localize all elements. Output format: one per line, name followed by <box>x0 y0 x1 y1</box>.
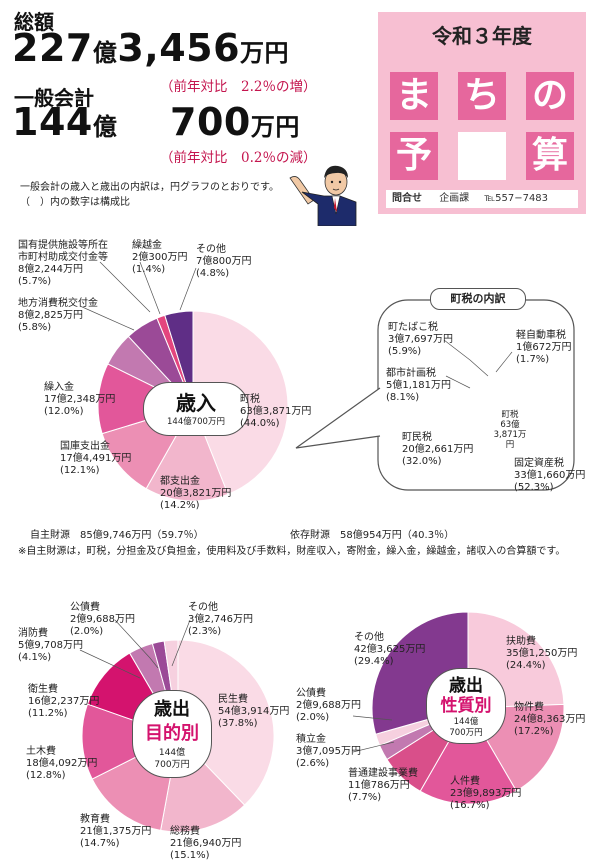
label-general-affairs: 総務費 21億6,940万円 (15.1%) <box>170 826 242 861</box>
fiscal-year: 令和３年度 <box>432 24 532 48</box>
label-town-tax: 町税 63億3,871万円 (44.0%) <box>240 394 312 429</box>
label-welfare: 民生費 54億3,914万円 (37.8%) <box>218 694 290 729</box>
label-exp1-other: その他 3億2,746万円 (2.3%) <box>188 602 253 637</box>
general-compare: （前年対比 0.2％の減） <box>160 150 317 166</box>
label-metro-grant: 都支出金 20億3,821万円 (14.2%) <box>160 476 232 511</box>
title-tile: ま <box>390 72 438 120</box>
leader-line <box>495 351 513 373</box>
dependent-revenue: 依存財源 58億954万円（40.3％） <box>290 530 455 541</box>
label-transfer: 繰入金 17億2,348万円 (12.0%) <box>44 382 116 417</box>
label-city-planning-tax: 都市計画税 5億1,181万円 (8.1%) <box>386 368 451 403</box>
exp2-center: 歳出 性質別 144億 700万円 <box>426 668 506 744</box>
inquiry-phone: ℡557−7483 <box>484 193 549 204</box>
tax-box-title: 町税の内訳 <box>430 288 526 310</box>
label-materials: 物件費 24億8,363万円 (17.2%) <box>514 702 586 737</box>
inquiry-label: 問合せ <box>392 193 422 204</box>
general-amount-man: 700万円 <box>170 100 300 144</box>
general-amount: 144億 <box>12 100 118 144</box>
own-revenue-note: ※自主財源は，町税，分担金及び負担金，使用料及び手数料，財産収入，寄附金，繰入金… <box>18 546 566 557</box>
leader-line <box>99 261 151 313</box>
total-compare: （前年対比 2.2％の増） <box>160 79 317 95</box>
label-carryover: 繰越金 2億300万円 (1.4%) <box>132 240 188 275</box>
label-exp1-debt: 公債費 2億9,688万円 (2.0%) <box>70 602 135 637</box>
leader-line <box>114 619 159 669</box>
own-revenue: 自主財源 85億9,746万円（59.7％） <box>30 530 204 541</box>
revenue-center: 歳入 144億700万円 <box>143 382 249 436</box>
label-consumption-tax: 地方消費税交付金 8億2,825万円 (5.8%) <box>18 298 98 333</box>
inquiry-strip: 問合せ 企画課 ℡557−7483 <box>386 190 578 208</box>
intro-line1: 一般会計の歳入と歳出の内訳は，円グラフのとおりです。 <box>20 182 279 193</box>
label-exp2-debt: 公債費 2億9,688万円 (2.0%) <box>296 688 361 723</box>
leader-line <box>79 305 135 331</box>
label-personnel: 人件費 23億9,893万円 (16.7%) <box>450 776 522 811</box>
title-tile: ち <box>458 72 506 120</box>
label-property-tax: 固定資産税 33億1,660万円 (52.3%) <box>514 458 586 493</box>
pie-slice-1 <box>145 404 229 502</box>
leader-line <box>443 339 489 377</box>
label-exp2-other: その他 42億3,625万円 (29.4%) <box>354 632 426 667</box>
label-resident-tax: 町民税 20億2,661万円 (32.0%) <box>402 432 474 467</box>
total-amount: 227億3,456万円 <box>12 26 290 70</box>
presenter-illustration <box>289 165 357 226</box>
title-tile: 予 <box>390 132 438 180</box>
leader-line <box>445 375 471 389</box>
label-national-grant: 国庫支出金 17億4,491万円 (12.1%) <box>60 441 132 476</box>
label-construction: 普通建設事業費 11億786万円 (7.7%) <box>348 768 418 803</box>
tax-box-pointer <box>295 387 381 449</box>
label-national-facility: 国有提供施設等所在 市町村助成交付金等 8億2,244万円 (5.7%) <box>18 240 108 287</box>
leader-line <box>352 715 393 721</box>
title-tile-blank <box>458 132 506 180</box>
title-tile: 算 <box>526 132 574 180</box>
label-rev-other: その他 7億800万円 (4.8%) <box>196 244 252 279</box>
leader-line <box>171 619 191 667</box>
leader-line <box>179 267 197 311</box>
label-fire: 消防費 5億9,708万円 (4.1%) <box>18 628 83 663</box>
pie-slice-2 <box>419 707 518 805</box>
title-tile: の <box>526 72 574 120</box>
revenue-center-title: 歳入 <box>176 391 216 415</box>
leader-line <box>79 649 141 679</box>
pie-slice-3 <box>81 703 180 780</box>
inquiry-dept: 企画課 <box>439 193 470 204</box>
title-box: 令和３年度 ま ち の 予 算 問合せ 企画課 ℡557−7483 <box>378 12 586 214</box>
label-civil-eng: 土木費 18億4,092万円 (12.8%) <box>26 746 98 781</box>
exp1-center: 歳出 目的別 144億 700万円 <box>132 690 212 778</box>
general-label: 一般会計 <box>14 86 94 110</box>
revenue-center-total: 144億700万円 <box>167 417 225 427</box>
total-label: 総額 <box>14 10 54 34</box>
label-education: 教育費 21億1,375万円 (14.7%) <box>80 814 152 849</box>
leader-line <box>139 261 161 315</box>
leader-line <box>352 741 395 753</box>
pie-slice-0 <box>177 639 275 806</box>
label-assistance: 扶助費 35億1,250万円 (24.4%) <box>506 636 578 671</box>
label-reserve: 積立金 3億7,095万円 (2.6%) <box>296 734 361 769</box>
label-light-vehicle-tax: 軽自動車税 1億672万円 (1.7%) <box>516 330 572 365</box>
intro-line2: （ ）内の数字は構成比 <box>20 197 130 208</box>
label-tobacco-tax: 町たばこ税 3億7,697万円 (5.9%) <box>388 322 453 357</box>
label-health: 衛生費 16億2,237万円 (11.2%) <box>28 684 100 719</box>
tax-center: 町税 63億 3,871万円 <box>493 410 527 450</box>
